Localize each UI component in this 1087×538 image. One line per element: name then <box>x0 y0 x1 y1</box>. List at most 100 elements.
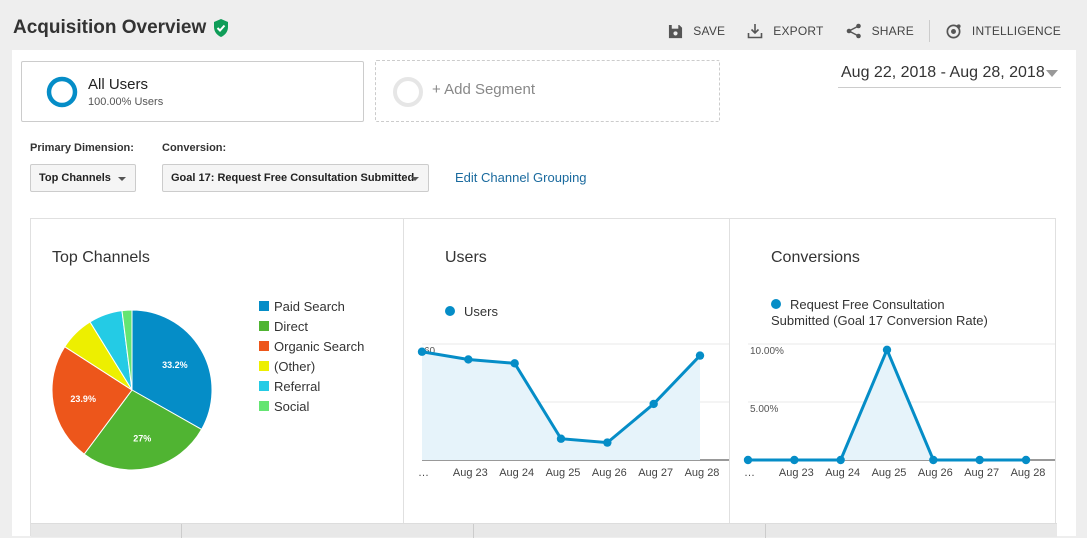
data-point[interactable] <box>975 455 984 465</box>
data-point[interactable] <box>929 455 938 465</box>
data-point[interactable] <box>510 359 519 368</box>
share-button[interactable]: SHARE <box>846 23 914 39</box>
y-tick-label: 60 <box>424 346 436 357</box>
toolbar-divider <box>928 20 930 42</box>
legend-item[interactable]: Paid Search <box>259 296 364 316</box>
pie-slice[interactable] <box>51 346 133 455</box>
data-point[interactable] <box>695 351 705 360</box>
header-bar: Acquisition Overview SAVE EXPORT SHARE I… <box>0 0 1087 50</box>
overview-panels: Top Channels 33.2% 27% 23.9% Paid Search Di… <box>30 218 1057 538</box>
edit-channel-grouping-link[interactable]: Edit Channel Grouping <box>455 170 587 185</box>
add-segment-label: + Add Segment <box>432 81 535 98</box>
export-icon <box>747 24 763 39</box>
legend-item[interactable]: Referral <box>259 376 364 396</box>
column-divider <box>765 524 766 538</box>
x-tick-label: … <box>744 467 755 479</box>
legend-label: Social <box>274 398 310 414</box>
data-point[interactable] <box>790 455 799 465</box>
segment-ring-icon <box>46 76 78 108</box>
conversions-legend-line2: Submitted (Goal 17 Conversion Rate) <box>771 313 988 328</box>
legend-label: Paid Search <box>274 298 345 314</box>
x-tick-label: Aug 26 <box>592 467 627 479</box>
legend-item[interactable]: Direct <box>259 316 364 336</box>
x-tick-label: Aug 23 <box>453 467 488 479</box>
legend-label: Organic Search <box>274 338 365 354</box>
area-fill <box>748 349 1026 460</box>
x-tick-label: Aug 26 <box>918 467 953 479</box>
date-range-picker[interactable]: Aug 22, 2018 - Aug 28, 2018 <box>838 60 1061 88</box>
save-label: SAVE <box>693 24 726 38</box>
legend-item[interactable]: Social <box>259 396 364 416</box>
data-point[interactable] <box>417 347 427 356</box>
empty-segment-ring-icon <box>393 77 423 107</box>
export-button[interactable]: EXPORT <box>747 23 823 39</box>
x-tick-label: Aug 25 <box>872 467 907 479</box>
pie-slice[interactable] <box>83 389 203 471</box>
x-tick-label: Aug 24 <box>499 467 534 479</box>
column-divider <box>473 524 474 538</box>
export-label: EXPORT <box>773 24 824 38</box>
pie-slice[interactable] <box>131 309 213 431</box>
legend-item[interactable]: (Other) <box>259 356 364 376</box>
pie-slice-label: 23.9% <box>70 394 96 404</box>
save-icon <box>669 24 683 38</box>
data-point[interactable] <box>603 438 612 447</box>
column-divider <box>181 524 182 538</box>
date-range-label: Aug 22, 2018 - Aug 28, 2018 <box>841 64 1045 81</box>
legend-item[interactable]: Organic Search <box>259 336 364 356</box>
users-legend: Users <box>445 304 498 319</box>
x-tick-label: Aug 28 <box>685 467 720 479</box>
table-header-strip <box>31 523 1057 538</box>
legend-label: (Other) <box>274 358 316 374</box>
add-segment-button[interactable]: + Add Segment <box>375 60 720 122</box>
top-channels-panel: Top Channels 33.2% 27% 23.9% Paid Search Di… <box>31 219 404 523</box>
legend-swatch <box>259 301 269 311</box>
pie-slice-label: 27% <box>133 434 151 444</box>
data-point[interactable] <box>836 455 845 465</box>
legend-label: Referral <box>274 378 321 394</box>
x-tick-label: Aug 28 <box>1011 467 1046 479</box>
conversions-title: Conversions <box>771 249 860 266</box>
users-title: Users <box>445 249 487 266</box>
legend-swatch <box>259 361 269 371</box>
x-tick-label: Aug 27 <box>638 467 673 479</box>
save-button[interactable]: SAVE <box>668 24 725 39</box>
x-tick-label: Aug 27 <box>964 467 999 479</box>
share-icon <box>846 23 861 39</box>
chevron-down-icon <box>1046 70 1058 77</box>
legend-swatch <box>259 321 269 331</box>
share-label: SHARE <box>871 24 914 38</box>
x-tick-label: Aug 24 <box>825 467 860 479</box>
segment-name: All Users <box>88 76 149 93</box>
x-tick-label: … <box>418 467 429 479</box>
data-point[interactable] <box>556 434 566 443</box>
top-channels-title: Top Channels <box>52 249 150 266</box>
conversion-select[interactable]: Goal 17: Request Free Consultation Submi… <box>162 164 429 192</box>
x-tick-label: Aug 23 <box>779 467 814 479</box>
page-title-wrap: Acquisition Overview <box>13 17 229 39</box>
intelligence-label: INTELLIGENCE <box>971 24 1061 38</box>
intelligence-button[interactable]: INTELLIGENCE <box>945 23 1061 40</box>
data-point[interactable] <box>743 455 753 465</box>
caret-down-icon <box>118 177 126 181</box>
primary-dimension-select[interactable]: Top Channels <box>30 164 136 192</box>
verified-shield-icon <box>213 19 229 37</box>
conversions-line-chart: 10.00% 5.00% … Aug 23 Aug 24 Aug 25 Aug 26 Aug … <box>743 343 1055 479</box>
toolbar: SAVE EXPORT SHARE INTELLIGENCE <box>646 20 1061 42</box>
legend-swatch <box>259 341 269 351</box>
segment-all-users[interactable]: All Users 100.00% Users <box>21 61 364 122</box>
legend-label: Direct <box>274 318 308 334</box>
primary-dimension-value: Top Channels <box>39 172 111 184</box>
pie-slice[interactable] <box>121 309 133 391</box>
data-point[interactable] <box>1021 455 1031 465</box>
pie-slice-label: 33.2% <box>162 360 188 370</box>
legend-swatch <box>259 381 269 391</box>
data-point[interactable] <box>464 355 473 364</box>
x-tick-label: Aug 25 <box>546 467 581 479</box>
legend-dot <box>445 306 455 316</box>
users-legend-label: Users <box>464 304 498 319</box>
data-point[interactable] <box>649 399 658 409</box>
data-point[interactable] <box>882 345 892 354</box>
